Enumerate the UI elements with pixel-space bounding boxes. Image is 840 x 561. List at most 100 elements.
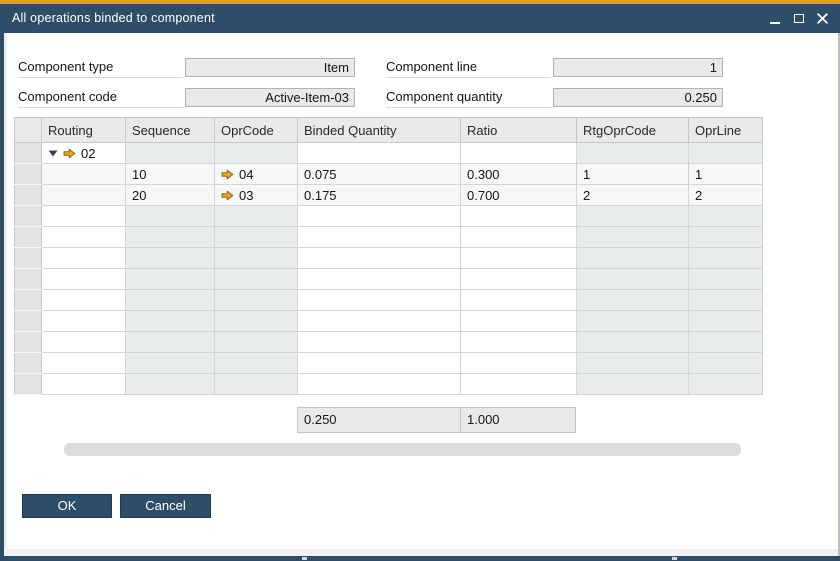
column-header-oprline: OprLine — [688, 117, 763, 143]
empty-cell — [460, 310, 577, 332]
column-header-routing: Routing — [41, 117, 126, 143]
bottom-border-tick — [302, 557, 307, 560]
window-title: All operations binded to component — [12, 11, 215, 25]
empty-cell — [214, 352, 298, 374]
row-selector[interactable] — [14, 205, 42, 227]
row-selector[interactable] — [14, 268, 42, 290]
window-bottom-border — [0, 556, 840, 561]
empty-cell — [576, 331, 689, 353]
empty-cell — [297, 373, 461, 395]
oprcode-cell[interactable]: 04 — [214, 163, 298, 185]
close-button[interactable] — [816, 11, 829, 26]
empty-cell — [688, 142, 763, 164]
empty-cell — [297, 142, 461, 164]
column-header-sequence: Sequence — [125, 117, 215, 143]
empty-row — [14, 331, 763, 353]
empty-cell — [688, 289, 763, 311]
binded-quantity-cell[interactable]: 0.175 — [297, 184, 461, 206]
row-selector[interactable] — [14, 184, 42, 206]
empty-cell — [214, 226, 298, 248]
oprline-cell[interactable]: 2 — [688, 184, 763, 206]
component-quantity-field[interactable]: 0.250 — [553, 88, 723, 107]
collapse-triangle-icon[interactable] — [48, 149, 58, 158]
empty-cell — [125, 310, 215, 332]
empty-cell — [214, 289, 298, 311]
oprcode-cell[interactable]: 03 — [214, 184, 298, 206]
empty-cell — [125, 373, 215, 395]
empty-cell — [41, 268, 126, 290]
oprline-cell[interactable]: 1 — [688, 163, 763, 185]
row-selector[interactable] — [14, 373, 42, 395]
sequence-cell[interactable]: 20 — [125, 184, 215, 206]
column-header-ratio: Ratio — [460, 117, 577, 143]
title-bar[interactable]: All operations binded to component — [0, 4, 840, 33]
empty-cell — [214, 268, 298, 290]
horizontal-scrollbar[interactable] — [64, 443, 741, 456]
row-selector[interactable] — [14, 226, 42, 248]
column-header-oprcode: OprCode — [214, 117, 298, 143]
routing-cell[interactable]: 02 — [41, 142, 126, 164]
component-type-label: Component type — [18, 58, 183, 78]
empty-cell — [125, 268, 215, 290]
empty-cell — [576, 289, 689, 311]
oprcode-value: 03 — [239, 188, 254, 204]
empty-cell — [297, 289, 461, 311]
empty-cell — [125, 205, 215, 227]
empty-cell — [297, 331, 461, 353]
empty-row — [14, 226, 763, 248]
row-selector[interactable] — [14, 352, 42, 374]
empty-cell — [576, 226, 689, 248]
binded-quantity-cell[interactable]: 0.075 — [297, 163, 461, 185]
rtgoprcode-cell[interactable]: 2 — [576, 184, 689, 206]
window-bottom-inner-edge — [4, 549, 838, 556]
routing-value: 02 — [81, 146, 96, 162]
sequence-cell[interactable]: 10 — [125, 163, 215, 185]
window-left-inner-edge — [4, 33, 7, 549]
row-selector[interactable] — [14, 289, 42, 311]
empty-row — [14, 289, 763, 311]
maximize-icon — [793, 14, 804, 23]
row-selector[interactable] — [14, 331, 42, 353]
empty-cell — [688, 247, 763, 269]
column-header-binded-quantity: Binded Quantity — [297, 117, 461, 143]
window-right-border — [838, 33, 840, 556]
cancel-button[interactable]: Cancel — [120, 494, 211, 518]
empty-cell — [576, 310, 689, 332]
empty-cell — [688, 331, 763, 353]
link-arrow-icon[interactable] — [221, 169, 234, 180]
component-code-label: Component code — [18, 88, 183, 108]
ratio-cell[interactable]: 0.700 — [460, 184, 577, 206]
empty-cell — [297, 310, 461, 332]
component-line-field[interactable]: 1 — [553, 58, 723, 77]
ratio-cell[interactable]: 0.300 — [460, 163, 577, 185]
window-left-border — [0, 33, 4, 556]
empty-cell — [214, 331, 298, 353]
component-type-field[interactable]: Item — [185, 58, 355, 77]
empty-cell — [460, 205, 577, 227]
empty-row — [14, 373, 763, 395]
ok-button[interactable]: OK — [22, 494, 112, 518]
row-selector[interactable] — [14, 142, 42, 164]
component-code-field[interactable]: Active-Item-03 — [185, 88, 355, 107]
link-arrow-icon[interactable] — [63, 148, 76, 159]
row-selector[interactable] — [14, 310, 42, 332]
row-selector[interactable] — [14, 247, 42, 269]
empty-cell — [576, 247, 689, 269]
empty-cell — [576, 142, 689, 164]
empty-cell — [125, 247, 215, 269]
component-line-label: Component line — [386, 58, 551, 78]
close-icon — [817, 13, 828, 24]
empty-cell — [460, 373, 577, 395]
rtgoprcode-cell[interactable]: 1 — [576, 163, 689, 185]
link-arrow-icon[interactable] — [221, 190, 234, 201]
empty-row — [14, 352, 763, 374]
maximize-button[interactable] — [792, 11, 805, 26]
empty-row — [14, 268, 763, 290]
operation-row: 20 03 0.175 0.700 2 2 — [14, 184, 763, 206]
empty-cell — [297, 268, 461, 290]
empty-cell — [460, 247, 577, 269]
minimize-button[interactable] — [768, 11, 781, 26]
empty-cell — [688, 226, 763, 248]
row-selector[interactable] — [14, 163, 42, 185]
